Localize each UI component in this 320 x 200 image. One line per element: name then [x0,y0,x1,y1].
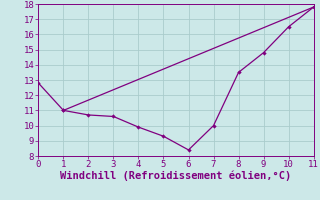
X-axis label: Windchill (Refroidissement éolien,°C): Windchill (Refroidissement éolien,°C) [60,171,292,181]
